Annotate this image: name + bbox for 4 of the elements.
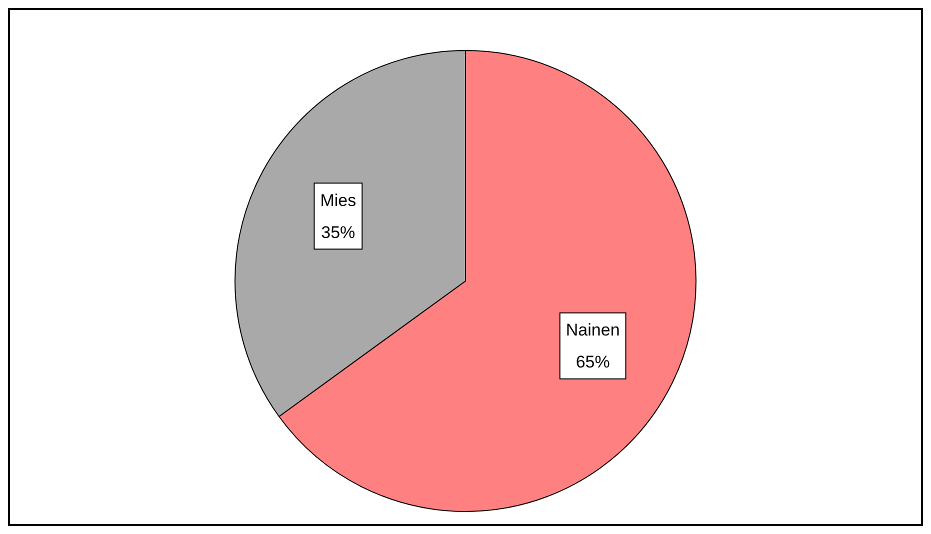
data-label: 35%	[321, 222, 356, 242]
slice-label: Mies	[320, 190, 356, 210]
slice-label: Nainen	[566, 320, 620, 340]
data-label: 65%	[576, 352, 610, 372]
